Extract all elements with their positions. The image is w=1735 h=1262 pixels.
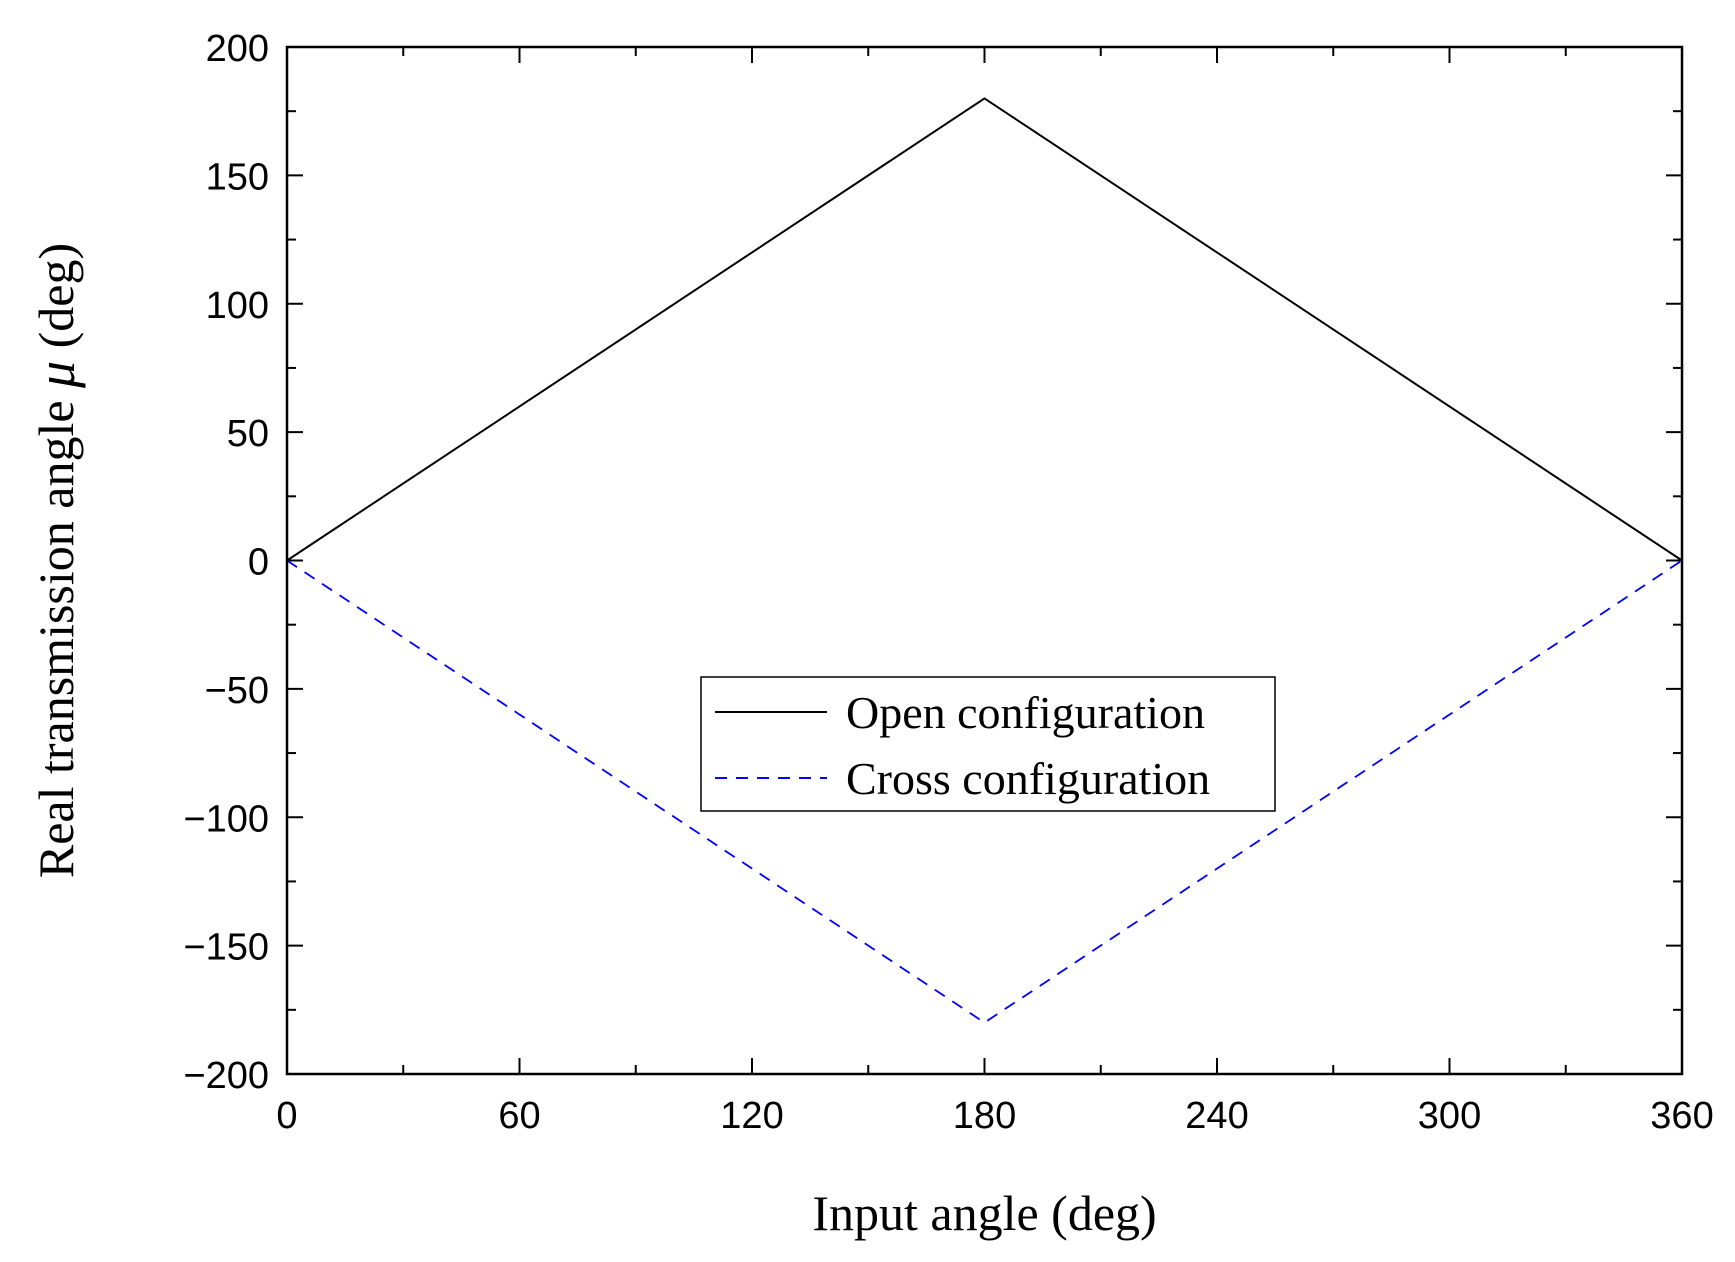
y-tick-label: −200: [183, 1055, 269, 1097]
x-tick-label: 300: [1418, 1095, 1481, 1137]
legend: Open configuration Cross configuration: [700, 676, 1276, 812]
x-tick-label: 240: [1185, 1095, 1248, 1137]
y-tick-label: −100: [183, 798, 269, 840]
y-axis-title-symbol: μ: [26, 361, 86, 389]
series-layer: [286, 97, 1683, 1024]
y-axis-title-prefix: Real transmission angle: [28, 388, 84, 878]
y-tick-label: −50: [205, 670, 269, 712]
x-tick-label: 60: [498, 1095, 540, 1137]
x-tick-label: 120: [720, 1095, 783, 1137]
y-tick-label: 50: [227, 413, 269, 455]
y-axis-title: Real transmission angle μ (deg): [26, 243, 86, 878]
series-line-open-configuration: [286, 97, 1683, 562]
x-tick-label: 0: [276, 1095, 297, 1137]
legend-items: Open configuration Cross configuration: [715, 687, 1210, 804]
plot-frame: [285, 45, 1684, 1076]
y-tick-label: 150: [206, 156, 269, 198]
ticks-layer: 0 60 120 180 240 300 360 −200 −150 −100 −50 0 50 100 1…: [183, 28, 1713, 1137]
series-line-cross-configuration: [286, 559, 1683, 1024]
y-tick-label: −150: [183, 927, 269, 969]
legend-label: Cross configuration: [846, 753, 1210, 804]
legend-label: Open configuration: [846, 687, 1205, 738]
x-axis-title: Input angle (deg): [812, 1185, 1156, 1241]
legend-box: [700, 676, 1276, 812]
y-tick-label: 0: [248, 542, 269, 584]
y-tick-label: 200: [206, 28, 269, 70]
x-tick-label: 360: [1650, 1095, 1713, 1137]
y-tick-label: 100: [206, 285, 269, 327]
y-axis-title-suffix: (deg): [28, 243, 84, 361]
x-tick-label: 180: [953, 1095, 1016, 1137]
